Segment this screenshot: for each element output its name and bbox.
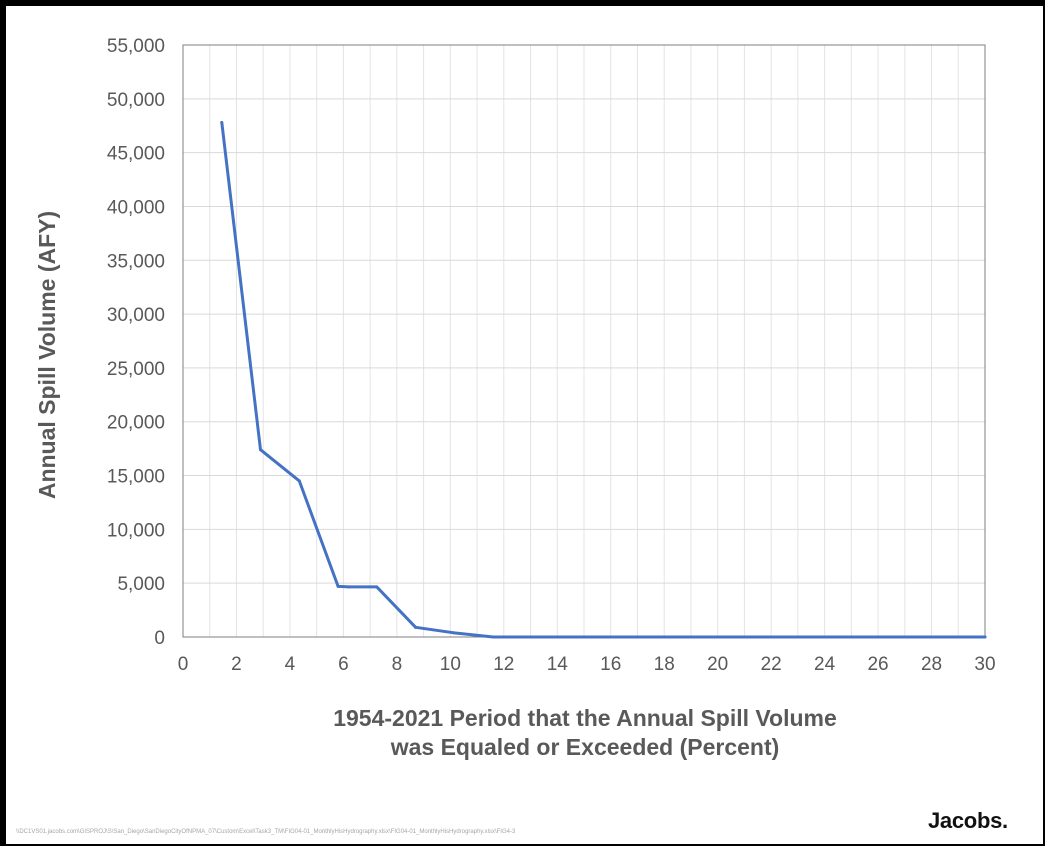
x-tick-label: 26 — [867, 654, 888, 675]
y-tick-label: 10,000 — [107, 520, 165, 541]
x-axis-title-line-1: 1954-2021 Period that the Annual Spill V… — [333, 705, 837, 731]
data-point — [414, 625, 418, 629]
data-point — [297, 479, 301, 483]
y-tick-label: 35,000 — [107, 251, 165, 272]
data-point — [451, 631, 455, 635]
x-tick-label: 12 — [493, 654, 514, 675]
data-point — [491, 635, 495, 639]
data-point — [582, 635, 586, 639]
y-tick-label: 40,000 — [107, 197, 165, 218]
data-point — [529, 635, 533, 639]
y-tick-label: 45,000 — [107, 144, 165, 165]
y-tick-label: 55,000 — [107, 36, 165, 57]
x-tick-label: 22 — [761, 654, 782, 675]
x-tick-label: 20 — [707, 654, 728, 675]
x-tick-label: 0 — [178, 654, 189, 675]
data-point — [259, 448, 263, 452]
data-point — [220, 120, 224, 124]
x-tick-label: 30 — [974, 654, 995, 675]
file-path-text: \\DC1VS01.jacobs.com\GISPROJ\S\San_Diego… — [16, 829, 516, 835]
jacobs-logo: Jacobs. — [928, 808, 1008, 833]
y-axis-title: Annual Spill Volume (AFY) — [34, 211, 60, 499]
x-tick-label: 6 — [338, 654, 349, 675]
x-tick-label: 4 — [285, 654, 296, 675]
x-tick-label: 14 — [547, 654, 569, 675]
x-axis-title-line-2: was Equaled or Exceeded (Percent) — [390, 734, 780, 760]
data-point — [336, 584, 340, 588]
x-tick-label: 24 — [814, 654, 836, 675]
y-tick-label: 25,000 — [107, 359, 165, 380]
series-line — [220, 121, 987, 639]
y-tick-label: 30,000 — [107, 305, 165, 326]
data-point — [849, 635, 853, 639]
x-tick-label: 2 — [231, 654, 242, 675]
x-tick-label: 8 — [392, 654, 403, 675]
x-tick-label: 10 — [440, 654, 461, 675]
y-tick-label: 0 — [154, 628, 165, 649]
data-point — [983, 635, 987, 639]
y-tick-label: 5,000 — [117, 574, 165, 595]
x-tick-label: 18 — [654, 654, 675, 675]
data-point — [375, 585, 379, 589]
y-tick-label: 50,000 — [107, 90, 165, 111]
y-tick-label: 15,000 — [107, 467, 165, 488]
x-tick-label: 16 — [600, 654, 621, 675]
jacobs-logo-text: Jacobs — [928, 808, 1003, 833]
x-tick-label: 28 — [921, 654, 942, 675]
y-tick-label: 20,000 — [107, 413, 165, 434]
data-point — [347, 585, 351, 589]
data-point — [716, 635, 720, 639]
